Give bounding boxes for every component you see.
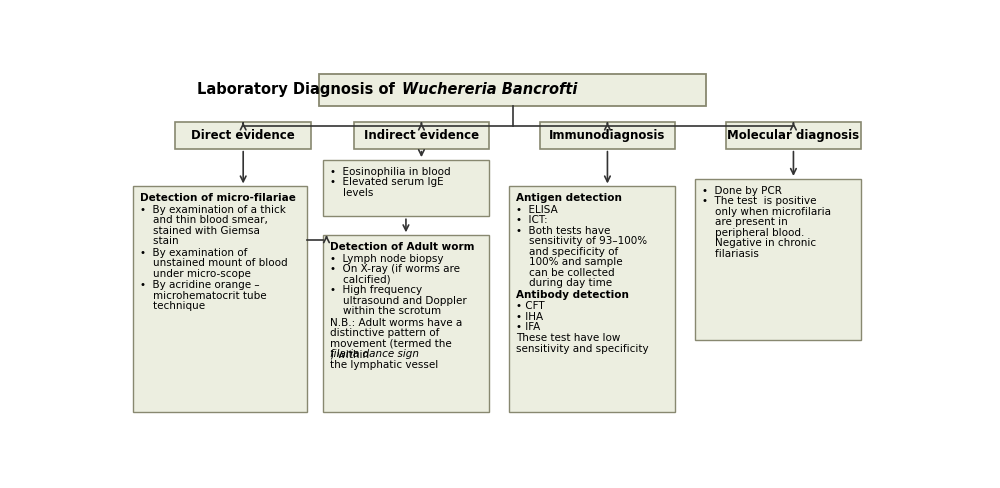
Text: Indirect evidence: Indirect evidence [364,129,479,142]
Text: Detection of Adult worm: Detection of Adult worm [330,242,475,252]
Text: •  Both tests have: • Both tests have [516,225,611,236]
Text: •  Elevated serum IgE: • Elevated serum IgE [330,177,444,187]
Text: •  By examination of a thick: • By examination of a thick [140,204,286,215]
Text: microhematocrit tube: microhematocrit tube [140,291,267,301]
FancyBboxPatch shape [133,186,307,412]
Text: •  By acridine orange –: • By acridine orange – [140,281,260,290]
Text: N.B.: Adult worms have a: N.B.: Adult worms have a [330,318,463,327]
Text: filaria dance sign: filaria dance sign [330,349,419,359]
Text: Direct evidence: Direct evidence [191,129,295,142]
FancyBboxPatch shape [323,160,489,216]
Text: Laboratory Diagnosis of: Laboratory Diagnosis of [197,82,400,97]
Text: can be collected: can be collected [516,268,615,278]
Text: These test have low: These test have low [516,333,621,343]
Text: stained with Giemsa: stained with Giemsa [140,225,260,236]
Text: only when microfilaria: only when microfilaria [702,206,831,217]
Text: •  ELISA: • ELISA [516,204,558,215]
Text: and specificity of: and specificity of [516,247,619,257]
Text: calcified): calcified) [330,275,391,285]
Text: Detection of micro-filariae: Detection of micro-filariae [140,193,296,203]
FancyBboxPatch shape [319,74,706,105]
Text: •  Done by PCR: • Done by PCR [702,185,782,196]
Text: the lymphatic vessel: the lymphatic vessel [330,360,439,370]
Text: Molecular diagnosis: Molecular diagnosis [727,129,860,142]
Text: are present in: are present in [702,217,788,227]
Text: Negative in chronic: Negative in chronic [702,238,816,248]
Text: levels: levels [330,188,374,198]
Text: within the scrotum: within the scrotum [330,306,442,316]
FancyBboxPatch shape [695,179,861,341]
FancyBboxPatch shape [726,122,861,149]
Text: Wuchereria Bancrofti: Wuchereria Bancrofti [402,82,578,97]
Text: sensitivity and specificity: sensitivity and specificity [516,344,649,353]
Text: ultrasound and Doppler: ultrasound and Doppler [330,296,467,305]
Text: unstained mount of blood: unstained mount of blood [140,258,288,268]
Text: • CFT: • CFT [516,302,545,311]
Text: Immunodiagnosis: Immunodiagnosis [549,129,666,142]
Text: •  Lymph node biopsy: • Lymph node biopsy [330,253,444,264]
Text: movement (termed the: movement (termed the [330,339,452,349]
Text: ) within: ) within [330,349,370,359]
Text: • IHA: • IHA [516,312,544,322]
Text: Antigen detection: Antigen detection [516,193,622,203]
Text: •  ICT:: • ICT: [516,215,548,225]
Text: •  High frequency: • High frequency [330,285,422,295]
Text: filariasis: filariasis [702,249,759,259]
Text: •  By examination of: • By examination of [140,248,248,258]
Text: stain: stain [140,236,179,246]
Text: and thin blood smear,: and thin blood smear, [140,215,268,225]
Text: • IFA: • IFA [516,323,541,332]
Text: Antibody detection: Antibody detection [516,290,629,300]
Text: distinctive pattern of: distinctive pattern of [330,328,440,338]
FancyBboxPatch shape [175,122,311,149]
Text: peripheral blood.: peripheral blood. [702,228,805,238]
Text: sensitivity of 93–100%: sensitivity of 93–100% [516,236,648,246]
Text: during day time: during day time [516,278,612,288]
Text: technique: technique [140,302,206,311]
Text: under micro-scope: under micro-scope [140,269,251,279]
FancyBboxPatch shape [323,235,489,412]
FancyBboxPatch shape [540,122,675,149]
Text: •  The test  is positive: • The test is positive [702,196,817,206]
Text: 100% and sample: 100% and sample [516,257,623,267]
FancyBboxPatch shape [509,186,675,412]
FancyBboxPatch shape [354,122,489,149]
Text: •  On X-ray (if worms are: • On X-ray (if worms are [330,264,460,274]
Text: •  Eosinophilia in blood: • Eosinophilia in blood [330,167,451,177]
